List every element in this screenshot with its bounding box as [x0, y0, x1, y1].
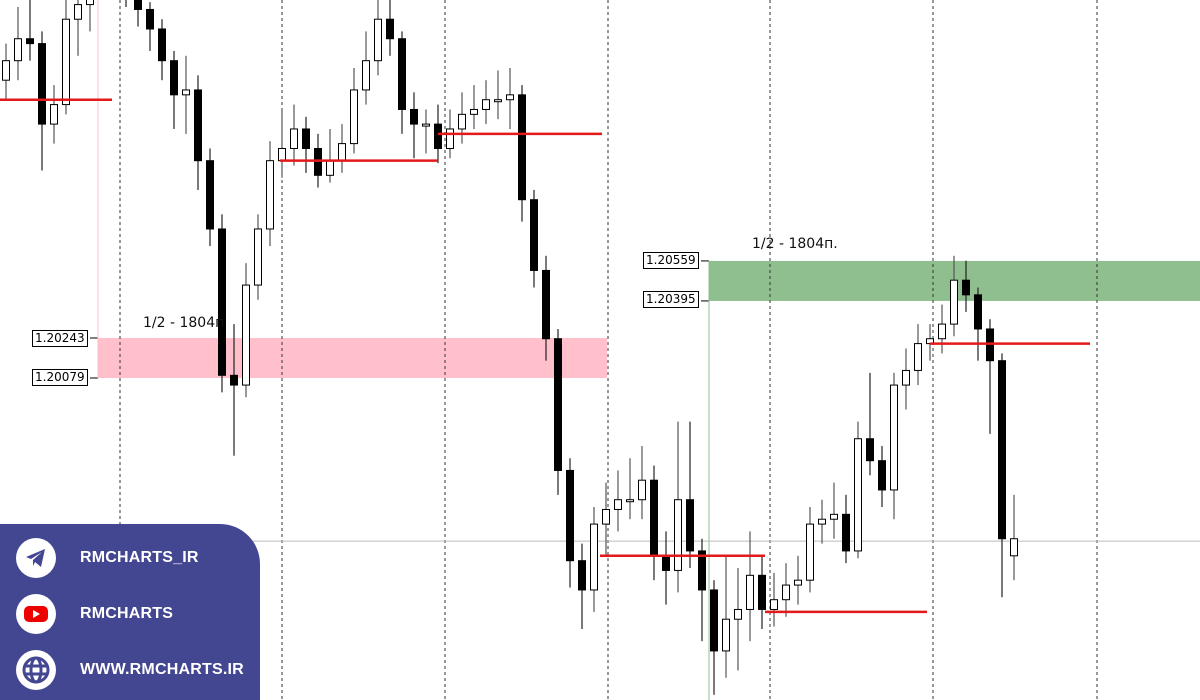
candle-bullish: [614, 499, 622, 510]
candle-bearish: [710, 589, 718, 652]
zone-top-price-supply: 1.20559: [643, 252, 699, 269]
candle-bearish: [434, 123, 442, 149]
candle-bearish: [38, 43, 46, 125]
candle-bullish: [458, 113, 466, 130]
candle-bullish: [938, 323, 946, 340]
candle-bullish: [266, 160, 274, 230]
candle-bearish: [158, 28, 166, 62]
telegram-handle: RMCHARTS_IR: [80, 549, 199, 566]
telegram-icon: [16, 538, 56, 578]
zone-top-price-demand: 1.20243: [32, 330, 88, 347]
candle-bullish: [506, 94, 514, 101]
candle-bullish: [62, 18, 70, 106]
candle-bullish: [422, 123, 430, 127]
candle-bearish: [998, 360, 1006, 540]
zone-label-demand: 1/2 - 1804п: [143, 315, 225, 331]
candle-bearish: [542, 269, 550, 340]
candle-bullish: [2, 60, 10, 81]
candle-bullish: [254, 228, 262, 286]
website-url: WWW.RMCHARTS.IR: [80, 661, 244, 678]
telegram-link[interactable]: RMCHARTS_IR: [16, 538, 199, 578]
candle-bearish: [758, 574, 766, 610]
candle-bullish: [746, 574, 754, 610]
candle-bearish: [686, 499, 694, 552]
candle-bullish: [914, 343, 922, 371]
candle-bullish: [806, 523, 814, 581]
candle-bearish: [218, 228, 226, 376]
zone-bottom-price-demand: 1.20079: [32, 369, 88, 386]
candle-bullish: [86, 0, 94, 6]
candle-bearish: [866, 438, 874, 462]
candle-bullish: [470, 108, 478, 115]
candle-bullish: [818, 518, 826, 525]
candle-bearish: [134, 0, 142, 10]
candle-bearish: [146, 8, 154, 30]
candle-bullish: [482, 99, 490, 110]
candle-bullish: [242, 284, 250, 386]
candle-bullish: [14, 38, 22, 62]
candle-bullish: [782, 584, 790, 601]
candle-bullish: [362, 60, 370, 91]
candle-bearish: [578, 560, 586, 591]
candle-bearish: [962, 279, 970, 296]
candle-bullish: [338, 143, 346, 162]
candle-bullish: [902, 369, 910, 386]
candle-bearish: [170, 60, 178, 96]
globe-icon: [16, 650, 56, 690]
candle-bullish: [50, 104, 58, 125]
candle-bullish: [890, 384, 898, 491]
candle-bullish: [794, 579, 802, 586]
candle-bullish: [290, 128, 298, 149]
candle-bullish: [830, 513, 838, 520]
candle-bearish: [554, 338, 562, 471]
candle-bullish: [770, 599, 778, 610]
youtube-handle: RMCHARTS: [80, 605, 174, 622]
candle-bearish: [698, 550, 706, 591]
candle-bullish: [278, 147, 286, 162]
candle-bearish: [26, 38, 34, 45]
candle-bullish: [590, 523, 598, 591]
youtube-icon: [16, 594, 56, 634]
zone-bottom-price-supply: 1.20395: [643, 291, 699, 308]
candle-bearish: [302, 128, 310, 149]
candle-bullish: [374, 18, 382, 62]
candle-bullish: [674, 499, 682, 571]
candle-bearish: [230, 374, 238, 386]
candle-bullish: [326, 160, 334, 176]
zone-label-supply: 1/2 - 1804п.: [752, 236, 838, 252]
zone-demand: [98, 338, 607, 378]
candle-bearish: [398, 38, 406, 110]
candle-bullish: [182, 89, 190, 96]
candle-bullish: [446, 128, 454, 149]
candle-bearish: [878, 460, 886, 491]
candle-bullish: [950, 279, 958, 325]
candle-bearish: [662, 555, 670, 571]
candle-bullish: [350, 89, 358, 145]
candle-bearish: [518, 94, 526, 201]
candle-bearish: [386, 18, 394, 40]
candle-bearish: [566, 469, 574, 562]
candle-bullish: [494, 99, 502, 103]
candle-bearish: [194, 89, 202, 162]
candle-bearish: [650, 479, 658, 557]
candle-bullish: [626, 499, 634, 503]
candle-bullish: [734, 608, 742, 620]
candle-bearish: [206, 160, 214, 230]
candle-bearish: [842, 513, 850, 552]
website-link[interactable]: WWW.RMCHARTS.IR: [16, 650, 244, 690]
candle-bearish: [974, 294, 982, 330]
social-links-panel: RMCHARTS_IR RMCHARTS WWW.RMCHARTS.IR: [0, 524, 260, 700]
candle-bearish: [410, 108, 418, 125]
candle-bullish: [74, 4, 82, 20]
candle-bearish: [530, 199, 538, 271]
candle-bullish: [1010, 538, 1018, 557]
candle-bullish: [602, 508, 610, 525]
youtube-link[interactable]: RMCHARTS: [16, 594, 173, 634]
candle-bullish: [722, 618, 730, 652]
candle-bullish: [854, 438, 862, 552]
candle-bullish: [638, 479, 646, 501]
